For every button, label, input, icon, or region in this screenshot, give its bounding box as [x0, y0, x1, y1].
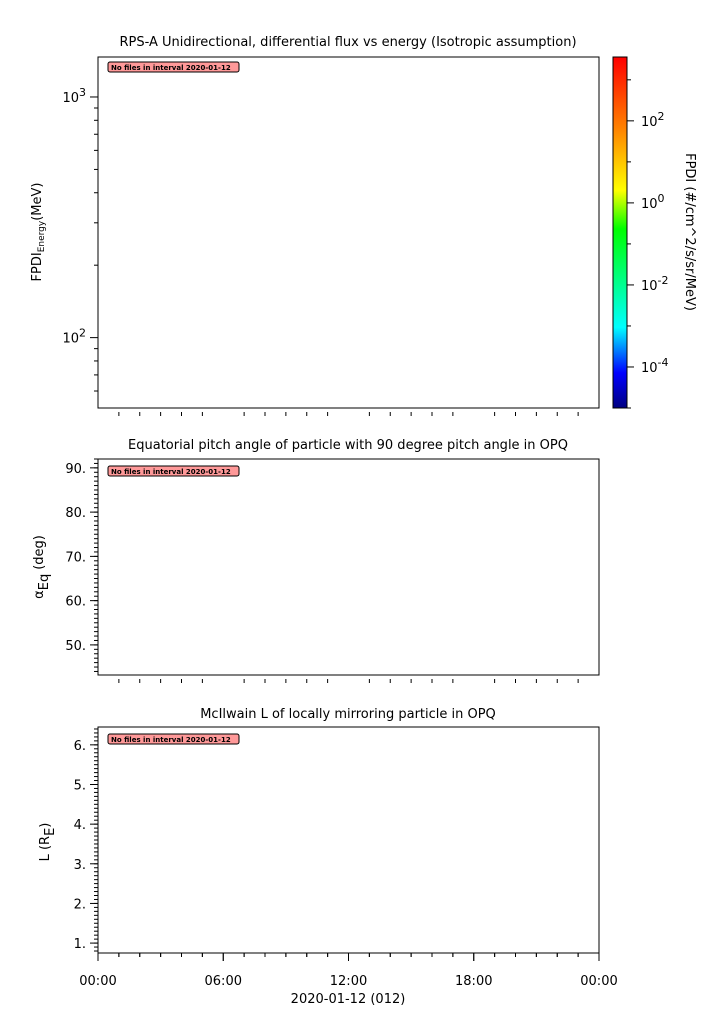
x-axis-label: 2020-01-12 (012): [291, 992, 406, 1007]
panel1-y-tick-label: 102: [62, 327, 86, 347]
svg-text:No files in interval 2020-01-1: No files in interval 2020-01-12: [111, 736, 231, 744]
panel3-ylabel: L (RE): [38, 823, 58, 862]
svg-text:No files in interval 2020-01-1: No files in interval 2020-01-12: [111, 64, 231, 72]
panel3-y-tick-label: 4.: [74, 818, 86, 833]
panel2-y-tick-label: 80.: [65, 506, 86, 521]
colorbar-tick-label: 10-4: [641, 356, 669, 376]
colorbar-tick-label: 10-2: [641, 274, 669, 294]
panel2-ylabel: αEq(deg): [32, 535, 52, 599]
panel3-y-tick-label: 5.: [74, 778, 86, 793]
panel2-y-tick-label: 60.: [65, 595, 86, 610]
panel3-frame: [97, 726, 600, 954]
panel2-y-tick-label: 70.: [65, 550, 86, 565]
panel1-title: RPS-A Unidirectional, differential flux …: [119, 35, 576, 50]
panel3-y-tick-label: 2.: [74, 897, 86, 912]
x-tick-label: 00:00: [79, 974, 116, 989]
colorbar-tick-label: 100: [641, 192, 665, 212]
x-tick-label: 12:00: [330, 974, 367, 989]
panel3-y-tick-label: 3.: [74, 858, 86, 873]
svg-text:No files in interval 2020-01-1: No files in interval 2020-01-12: [111, 468, 231, 476]
panel1-no-data-annotation: No files in interval 2020-01-12: [107, 61, 240, 73]
colorbar-tick-label: 102: [641, 110, 665, 130]
panel2-title: Equatorial pitch angle of particle with …: [128, 438, 568, 453]
panel3-y-tick-label: 6.: [74, 739, 86, 754]
colorbar-label: FPDI (#/cm^2/s/sr/MeV): [682, 153, 697, 311]
panel2-y-tick-label: 90.: [65, 462, 86, 477]
panel2-frame: [97, 458, 600, 676]
x-tick-label: 06:00: [205, 974, 242, 989]
panel2-y-tick-label: 50.: [65, 639, 86, 654]
panel3-y-tick-label: 1.: [74, 937, 86, 952]
panel2-no-data-annotation: No files in interval 2020-01-12: [107, 465, 240, 477]
x-tick-label: 18:00: [455, 974, 492, 989]
panel3-title: McIlwain L of locally mirroring particle…: [200, 707, 496, 722]
panel1-ylabel: FPDIEnergy(MeV): [30, 183, 47, 282]
panel1-frame: [97, 56, 600, 409]
x-tick-label: 00:00: [580, 974, 617, 989]
colorbar: [612, 56, 628, 409]
panel3-no-data-annotation: No files in interval 2020-01-12: [107, 733, 240, 745]
panel1-y-tick-label: 103: [62, 86, 86, 106]
